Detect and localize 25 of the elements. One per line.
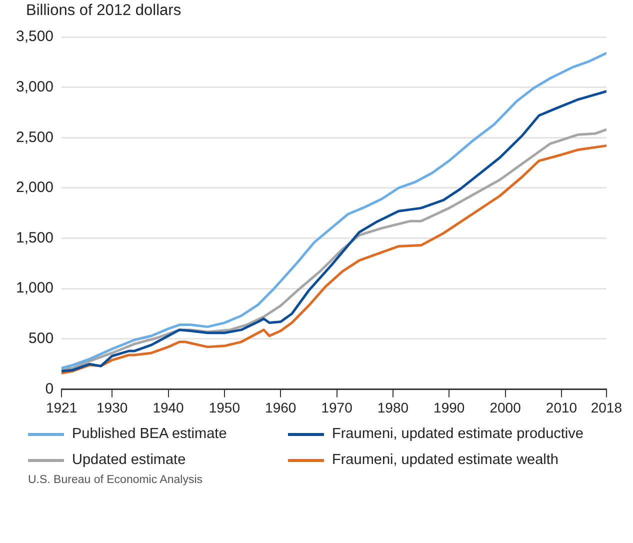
x-tick-label: 2018 xyxy=(590,399,622,416)
x-tick-label: 1970 xyxy=(321,399,353,416)
x-tick-label: 1940 xyxy=(152,399,184,416)
x-tick-label: 1950 xyxy=(208,399,240,416)
y-tick-label: 2,500 xyxy=(16,128,54,146)
y-tick-label: 3,000 xyxy=(16,78,54,96)
x-tick-label: 1960 xyxy=(265,399,296,416)
y-tick-label: 3,500 xyxy=(16,28,54,46)
y-tick-label: 1,500 xyxy=(16,229,54,246)
y-tick-label: 1,000 xyxy=(16,280,54,297)
y-tick-label: 0 xyxy=(45,380,54,398)
x-tick-label: 1980 xyxy=(377,399,409,416)
legend-label: Published BEA estimate xyxy=(72,426,227,442)
legend-label: Fraumeni, updated estimate wealth xyxy=(332,452,558,468)
x-tick-label: 1990 xyxy=(434,399,465,416)
x-tick-label: 2010 xyxy=(546,399,578,416)
x-tick-label: 1930 xyxy=(96,399,128,416)
x-tick-label: 2000 xyxy=(490,399,522,416)
y-tick-label: 500 xyxy=(28,330,54,348)
y-axis-title: Billions of 2012 dollars xyxy=(25,1,182,20)
legend-label: Updated estimate xyxy=(72,452,186,468)
text: U.S. Bureau of Economic Analysis xyxy=(27,473,204,486)
y-tick-label: 2,000 xyxy=(16,179,54,196)
legend-label: Fraumeni, updated estimate productive xyxy=(332,426,584,442)
x-tick-label: 1921 xyxy=(46,399,78,416)
